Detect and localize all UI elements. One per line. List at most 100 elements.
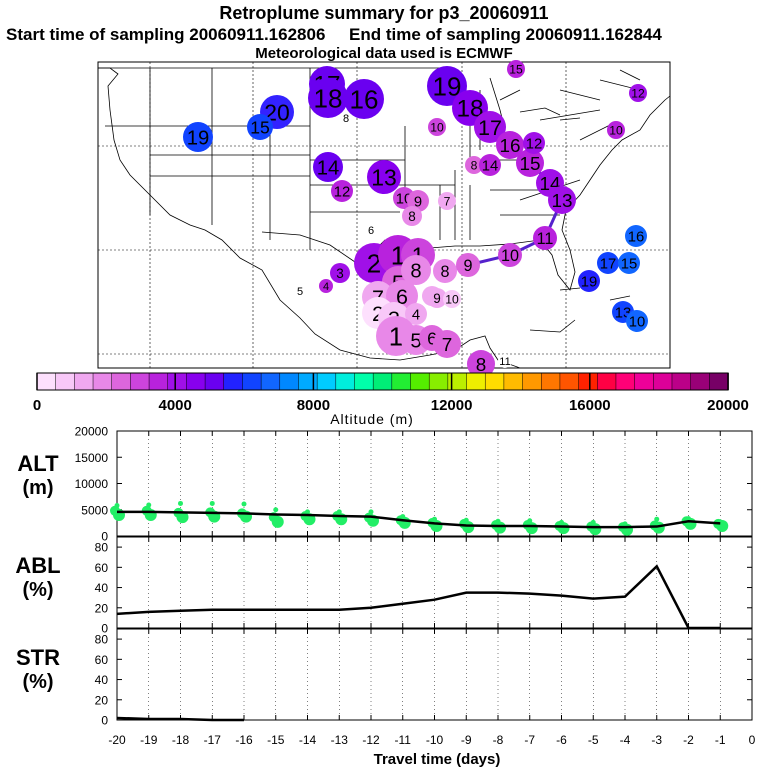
plume-dot: 10	[626, 310, 648, 332]
x-tick-label: -10	[426, 733, 444, 747]
panel-ytick-label: 0	[101, 714, 108, 728]
plume-dot-label: 17	[600, 256, 617, 272]
x-tick-label: -16	[235, 733, 253, 747]
panel-ytick-label: 0	[101, 530, 108, 544]
panel-ytick-label: 60	[95, 561, 109, 575]
colorbar-swatch	[335, 372, 356, 391]
plume-dot-label: 6	[396, 284, 408, 309]
plume-dot-circle	[474, 111, 506, 143]
colorbar-swatch	[671, 372, 692, 391]
colorbar-swatch	[55, 372, 76, 391]
plume-dot-label: 6	[427, 328, 437, 348]
plume-dot-label: 8	[476, 355, 487, 376]
altitude-point	[430, 520, 443, 533]
start-time-label: Start time of sampling 20060911.162806	[6, 25, 326, 44]
plume-dot: 15	[507, 60, 525, 78]
plume-dot-label: 1	[389, 321, 403, 351]
plume-dot-circle	[465, 156, 483, 174]
colorbar-swatch	[578, 372, 599, 391]
panel-ytick-label: 40	[95, 581, 109, 595]
plume-dot-label: 17	[478, 115, 502, 140]
altitude-point	[684, 517, 697, 530]
plume-dot-circle	[507, 60, 525, 78]
x-tick-label: -15	[267, 733, 285, 747]
plume-dot-label: 6	[368, 225, 374, 237]
plume-dot-circle	[438, 192, 456, 210]
panel-str: 0 20 40 60 80 STR(%)	[16, 628, 753, 728]
plume-dot-label: 15	[509, 62, 523, 76]
plume-dot: 8	[465, 156, 483, 174]
x-tick-label: -3	[651, 733, 662, 747]
plume-dot-label: 9	[463, 257, 472, 275]
plume-dot: 19	[578, 270, 600, 292]
altitude-point	[557, 522, 570, 535]
plume-dot-label: 13	[551, 191, 572, 212]
plume-dot: 14	[313, 152, 343, 182]
plume-dot: 7	[438, 192, 456, 210]
panel-ytick-label: 20	[95, 693, 109, 707]
plume-dot: 6	[366, 225, 376, 237]
colorbar-swatch	[447, 372, 468, 391]
colorbar-tick-label: 0	[33, 397, 41, 414]
plume-dot: 10	[443, 290, 461, 308]
plume-dot-label: 9	[414, 194, 422, 210]
colorbar-swatch	[522, 372, 542, 391]
altitude-point	[494, 521, 506, 534]
plume-dot-label: 14	[317, 157, 340, 179]
plume-dot: 17	[597, 252, 619, 274]
plume-dot: 12	[331, 180, 353, 202]
colorbar-swatch	[559, 372, 580, 391]
panel-ytick-label: 15000	[75, 451, 109, 465]
plume-dot-label: 14	[482, 158, 499, 174]
plume-dot-circle	[367, 160, 401, 194]
colorbar-swatch	[186, 372, 206, 391]
plume-dot-label: 12	[631, 86, 645, 100]
plume-dot: 10	[428, 118, 446, 136]
altitude-point	[654, 516, 660, 522]
colorbar-swatch	[615, 372, 636, 391]
x-axis-title: Travel time (days)	[374, 751, 501, 768]
plume-dot-circle	[548, 186, 576, 214]
plume-dot: 17	[474, 111, 506, 143]
colorbar-tick-label: 20000	[707, 397, 749, 414]
plume-dot-circle	[625, 225, 647, 247]
x-tick-label: -8	[493, 733, 504, 747]
plume-dot-label: 4	[412, 307, 420, 323]
altitude-point	[716, 520, 729, 533]
plume-dot-label: 10	[629, 314, 646, 330]
colorbar-swatch	[653, 372, 673, 391]
colorbar-swatch	[242, 372, 262, 391]
colorbar-swatch	[130, 372, 150, 391]
altitude-point	[621, 523, 633, 536]
plume-dot-label: 7	[444, 194, 451, 208]
colorbar-swatch	[354, 372, 374, 391]
plume-dot-circle	[330, 263, 350, 283]
panel-frame	[116, 536, 753, 629]
plume-dot-circle	[295, 286, 305, 296]
colorbar-swatch	[391, 372, 412, 391]
plume-dot-label: 8	[471, 158, 478, 172]
altitude-point	[178, 500, 183, 506]
plume-dot-circle	[405, 303, 427, 325]
plume-dot-circle	[344, 79, 384, 119]
colorbar-swatch	[597, 372, 617, 391]
panel-ytick-label: 80	[95, 541, 109, 555]
plume-dot-circle	[331, 180, 353, 202]
x-tick-label: -20	[108, 733, 126, 747]
plume-dot-circle	[479, 154, 501, 176]
x-tick-label: -9	[461, 733, 472, 747]
plume-dot-label: 19	[187, 127, 210, 149]
colorbar-title: Altitude (m)	[330, 411, 414, 427]
plume-dot-label: 11	[537, 230, 554, 248]
plume-dot-circle	[496, 131, 524, 159]
colorbar-tick-label: 12000	[431, 397, 473, 414]
plume-dot-label: 11	[499, 356, 510, 368]
plume-dot-circle	[183, 122, 213, 152]
colorbar-swatch	[540, 372, 561, 391]
plume-dot-circle	[402, 206, 422, 226]
plume-dot-label: 10	[609, 123, 623, 137]
panel-alt: 0 5000 10000 15000 20000 ALT(m)	[17, 425, 753, 544]
plume-dot-label: 10	[430, 120, 444, 134]
plume-dot-circle	[498, 354, 512, 368]
x-tick-label: -6	[556, 733, 567, 747]
